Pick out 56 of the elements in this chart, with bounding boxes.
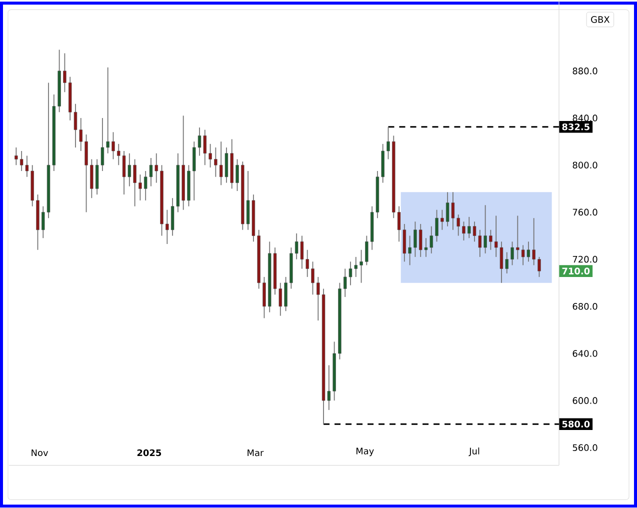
candlestick [386,126,390,160]
candlestick [90,158,94,199]
x-tick-label: Mar [248,450,264,456]
candlestick [154,153,158,184]
candlestick [138,174,142,202]
candlestick [462,221,466,242]
candlestick [84,134,88,213]
candlestick [112,132,115,160]
candlestick [117,144,120,166]
text: GBX [591,16,610,24]
candlestick [214,147,218,178]
y-tick-label: 880.0 [572,68,598,74]
y-tick-label: 640.0 [572,350,598,358]
annotation: 710.0 [562,268,590,275]
y-tick-label: 760.0 [572,208,598,216]
candlestick [489,230,492,250]
candlestick [63,52,66,93]
x-tick-label: May [356,448,374,456]
y-tick-label: 600.0 [572,397,598,404]
y-tick-label: 840.0 [572,114,598,122]
x-tick-label: Nov [32,450,48,456]
ref-line-label: 580.0 [562,420,590,428]
candlestick [484,204,487,254]
candlestick [505,252,508,274]
candlestick [414,221,417,258]
candlestick [306,250,309,278]
y-tick-label: 680.0 [572,303,598,310]
y-tick-label: 800.0 [572,162,598,169]
candlestick [468,216,471,239]
candlestick [456,214,460,236]
candlestick [316,276,320,322]
candlestick [284,276,288,312]
y-tick-label: 560.0 [572,444,598,452]
candlestick [42,206,45,239]
candlestick [365,235,368,266]
candlestick [166,210,169,245]
candlestick [133,158,136,207]
candlestick [510,241,514,266]
candlestick [360,250,363,284]
candlestick [532,218,536,266]
candlestick [106,67,110,154]
candlestick [236,158,239,192]
y-tick-label: 720.0 [572,256,598,263]
candlestick [311,261,314,296]
candlestick [516,215,520,260]
candlestick [440,210,444,230]
candlestick [262,276,266,319]
candlestick [192,141,196,202]
candlestick [408,235,412,266]
x-tick-label: Jul [468,448,480,456]
candlestick [435,210,438,242]
ref-line-label: 832.5 [562,124,590,130]
candlestick [208,144,212,168]
candlestick [14,147,18,166]
candlestick [538,256,541,278]
x-tick-label: 2025 [137,449,162,456]
